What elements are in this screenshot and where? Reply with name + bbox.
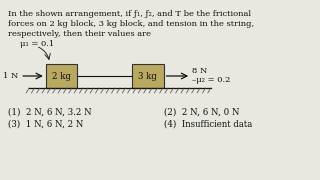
Text: respectively, then their values are: respectively, then their values are [8, 30, 151, 38]
Text: (1)  2 N, 6 N, 3.2 N: (1) 2 N, 6 N, 3.2 N [8, 108, 92, 117]
Text: In the shown arrangement, if ƒ₁, ƒ₂, and T be the frictional: In the shown arrangement, if ƒ₁, ƒ₂, and… [8, 10, 252, 18]
Text: μ₁ = 0.1: μ₁ = 0.1 [20, 40, 54, 48]
Text: (4)  Insufficient data: (4) Insufficient data [164, 120, 252, 129]
Text: 1 N: 1 N [3, 72, 18, 80]
Text: (2)  2 N, 6 N, 0 N: (2) 2 N, 6 N, 0 N [164, 108, 239, 117]
Bar [132, 64, 164, 88]
Text: 3 kg: 3 kg [139, 71, 157, 80]
Text: forces on 2 kg block, 3 kg block, and tension in the string,: forces on 2 kg block, 3 kg block, and te… [8, 20, 255, 28]
Text: 8 N: 8 N [192, 67, 207, 75]
Bar [46, 64, 77, 88]
Text: 2 kg: 2 kg [52, 71, 71, 80]
Text: (3)  1 N, 6 N, 2 N: (3) 1 N, 6 N, 2 N [8, 120, 84, 129]
Text: –μ₂ = 0.2: –μ₂ = 0.2 [192, 76, 230, 84]
